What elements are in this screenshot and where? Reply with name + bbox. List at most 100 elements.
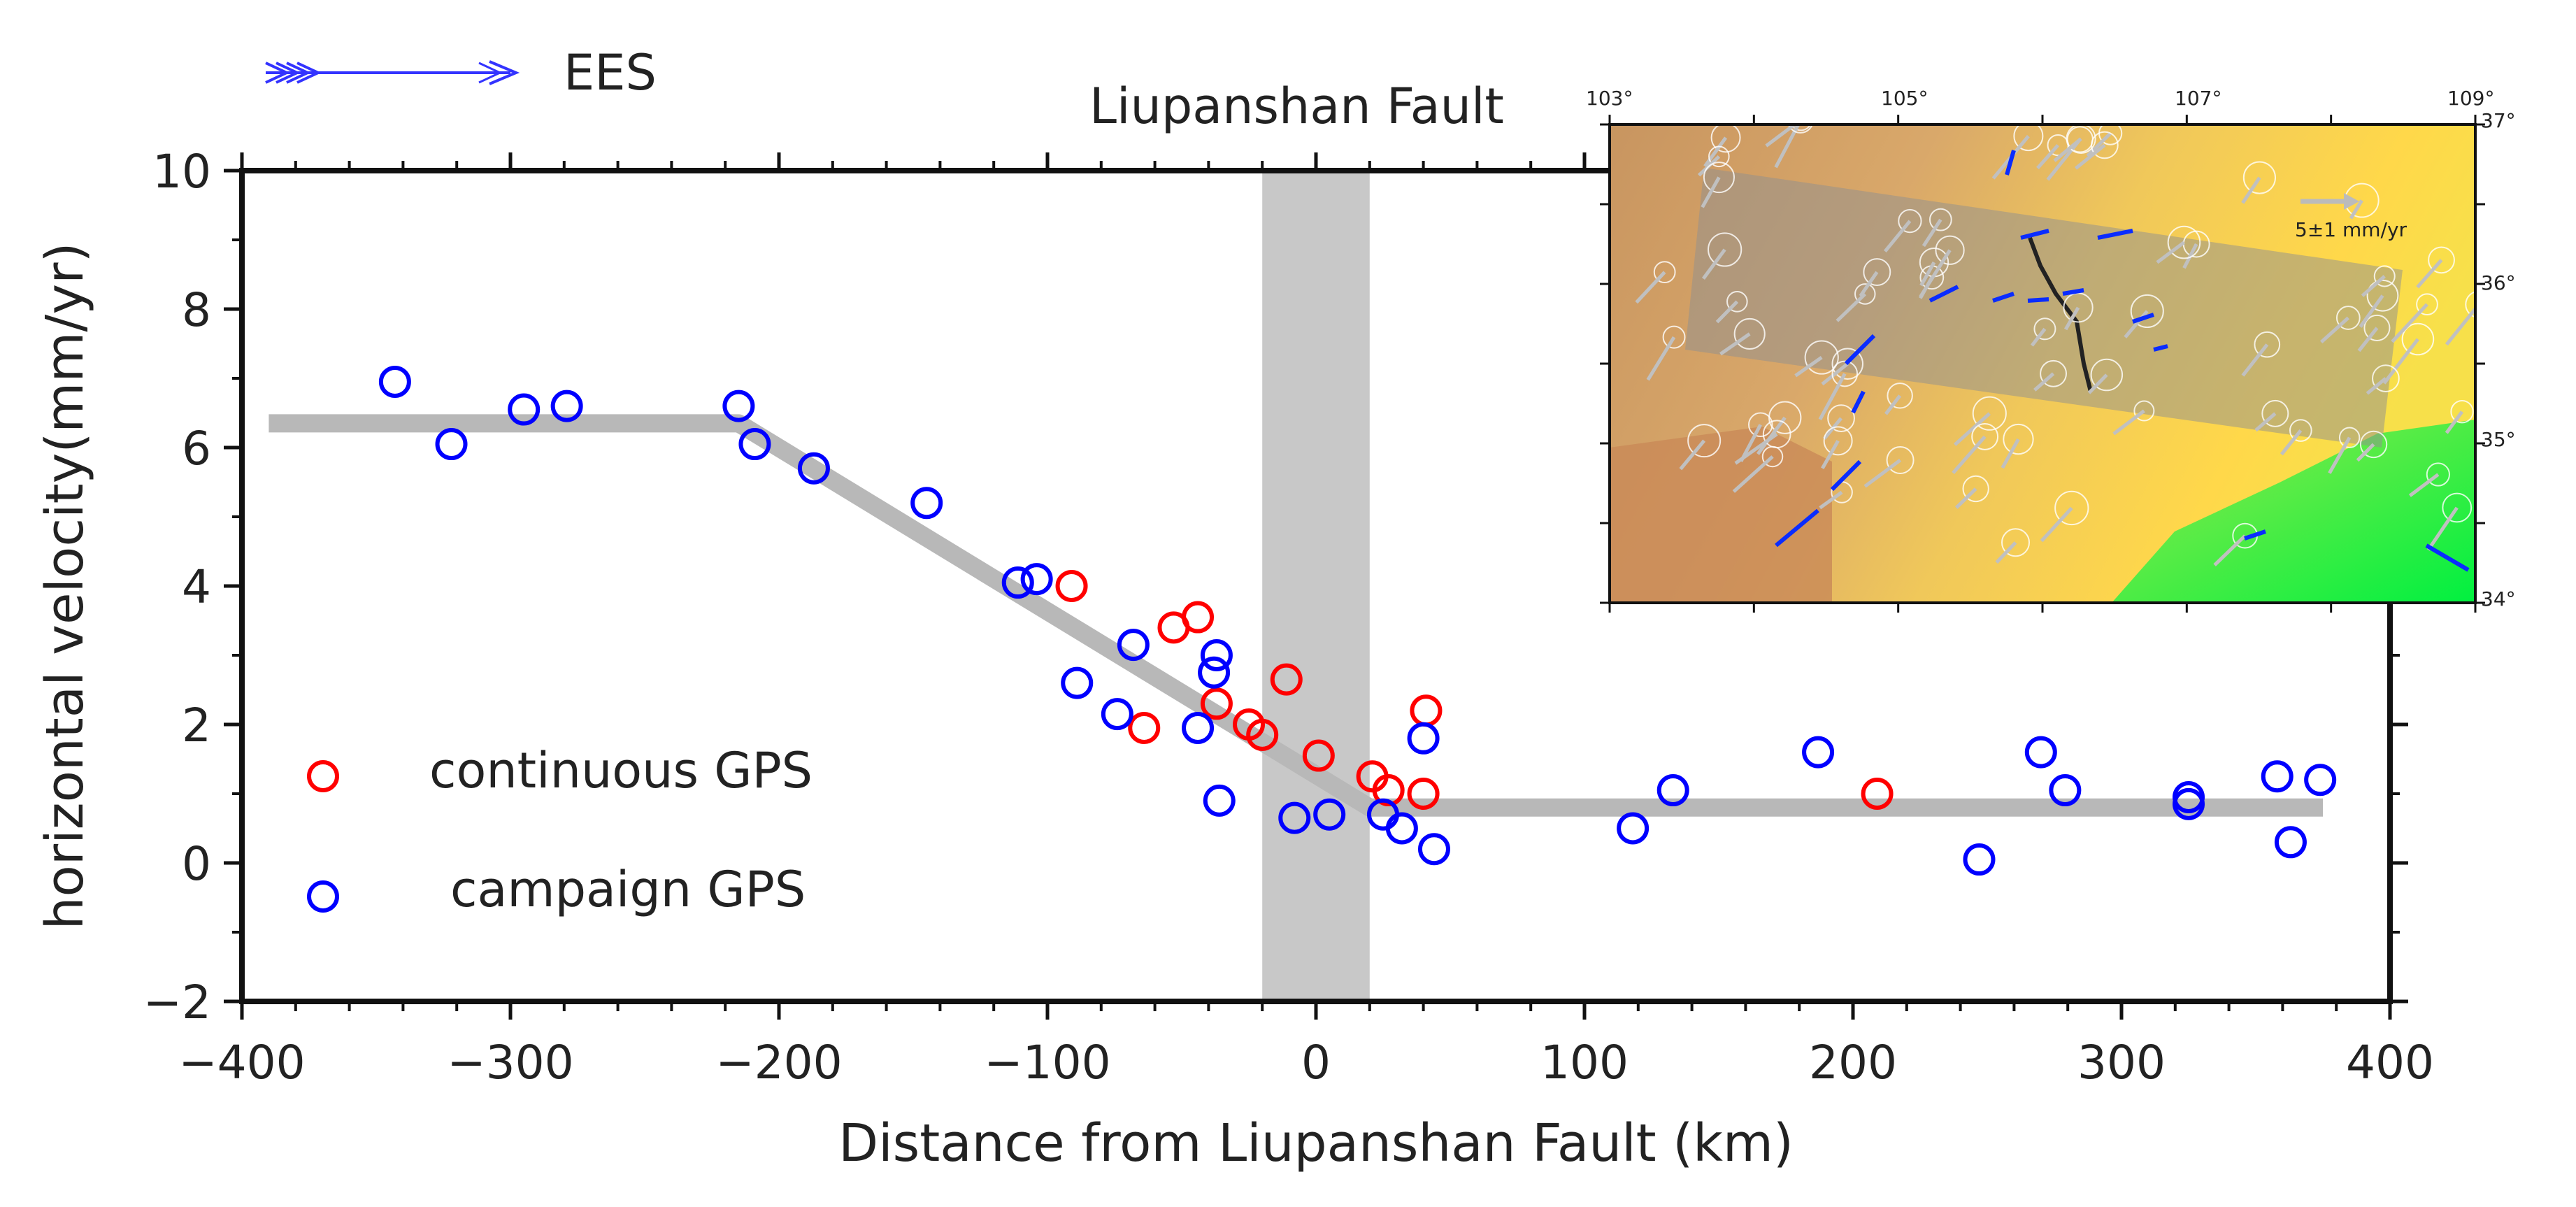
y-tick-labels: −2 0 2 4 6 8 10 — [143, 145, 211, 1029]
inset-map: 5±1 mm/yr 103° 105° 107° 109° 37° 36° 35… — [1586, 87, 2516, 613]
inset-vector-campaign — [1739, 424, 1762, 462]
x-tick-label: 100 — [1540, 1036, 1629, 1090]
campaign-gps-point-18 — [1313, 798, 1346, 831]
y-tick-label: 6 — [182, 422, 211, 476]
inset-vector-campaign — [2241, 176, 2261, 204]
inset-vector-campaign — [2053, 137, 2082, 162]
inset-error-ellipse — [2254, 331, 2281, 358]
inset-error-ellipse — [2416, 293, 2438, 316]
inset-vector-campaign — [2280, 429, 2303, 456]
inset-error-ellipse — [2133, 400, 2155, 422]
inset-lon-tick-107: 107° — [2175, 87, 2221, 110]
inset-vector-campaign — [2074, 143, 2106, 170]
inset-vector-campaign — [1818, 373, 1847, 421]
inset-error-ellipse — [2167, 225, 2201, 259]
inset-error-ellipse — [2033, 317, 2056, 341]
inset-error-ellipse — [2054, 490, 2089, 526]
inset-error-ellipse — [2066, 124, 2096, 154]
inset-vector-campaign — [1703, 136, 1728, 168]
inset-vector-campaign — [2124, 310, 2149, 338]
inset-vector-continuous — [1844, 334, 1876, 366]
continuous-gps-point-5 — [1246, 718, 1279, 751]
inset-error-ellipse — [1887, 383, 1913, 409]
x-tick-label: 300 — [2077, 1036, 2166, 1090]
inset-vector-campaign — [1701, 176, 1721, 208]
inset-vector-campaign — [1794, 355, 1823, 378]
x-tick-label: 200 — [1809, 1036, 1897, 1090]
legend-marker-continuous — [307, 760, 339, 792]
inset-vector-continuous — [2005, 150, 2016, 176]
inset-vector-campaign — [2040, 506, 2073, 543]
inset-vector-campaign — [1995, 541, 2017, 564]
y-axis-label: horizontal velocity(mm/yr) — [35, 243, 95, 930]
campaign-gps-point-20 — [1385, 812, 1418, 845]
campaign-gps-point-7 — [910, 487, 943, 520]
campaign-gps-point-11 — [1101, 698, 1133, 731]
campaign-gps-point-32 — [2274, 826, 2307, 859]
inset-vector-campaign — [1863, 459, 1902, 488]
inset-vector-campaign — [2445, 306, 2475, 346]
inset-vector-campaign — [1821, 362, 1849, 386]
inset-error-ellipse — [1733, 317, 1766, 350]
x-tick-label: −300 — [447, 1036, 573, 1090]
inset-vector-campaign — [2356, 443, 2375, 462]
inset-vector-campaign — [2382, 338, 2419, 385]
model-velocity-line — [269, 414, 2323, 817]
continuous-gps-point-6 — [1128, 711, 1161, 744]
continuous-gps-point-13 — [1861, 778, 1894, 810]
inset-vector-campaign — [2241, 343, 2269, 377]
inset-vector-continuous — [1929, 285, 1959, 303]
x-tick-label: −100 — [984, 1036, 1110, 1090]
campaign-gps-point-3 — [550, 390, 583, 422]
inset-error-ellipse — [1929, 208, 1952, 231]
campaign-gps-point-13 — [1182, 711, 1215, 744]
y-tick-label: 4 — [182, 560, 211, 614]
inset-vector-campaign — [2328, 436, 2352, 474]
campaign-gps-point-27 — [2024, 736, 2057, 769]
campaign-gps-point-1 — [435, 428, 468, 461]
inset-vector-campaign — [1715, 300, 1739, 324]
campaign-gps-point-22 — [1417, 833, 1450, 866]
y-tick-label: 8 — [182, 283, 211, 337]
inset-error-ellipse — [1710, 124, 1741, 153]
inset-lat-tick-37: 37° — [2481, 109, 2516, 132]
inset-error-ellipse — [2040, 359, 2067, 387]
continuous-gps-point-7 — [1270, 663, 1303, 696]
inset-vector-campaign — [1883, 220, 1912, 253]
continuous-gps-series — [1055, 570, 1894, 810]
inset-vector-continuous — [2425, 543, 2470, 572]
campaign-gps-point-26 — [1963, 843, 1996, 876]
inset-vector-campaign — [1955, 487, 1977, 509]
inset-error-ellipse — [2130, 294, 2164, 328]
inset-error-ellipse — [2366, 279, 2399, 312]
inset-error-ellipse — [1804, 340, 1839, 375]
campaign-gps-point-28 — [2049, 774, 2082, 807]
inset-error-ellipse — [2003, 423, 2034, 455]
inset-vector-campaign — [1922, 218, 1942, 248]
inset-error-ellipse — [2428, 246, 2455, 274]
inset-map-profile-box — [1685, 168, 2403, 448]
inset-error-ellipse — [1662, 325, 1686, 349]
campaign-gps-point-6 — [797, 452, 830, 485]
inset-vector-campaign — [2366, 377, 2387, 395]
inset-error-ellipse — [2442, 492, 2473, 523]
inset-error-ellipse — [1827, 404, 1855, 432]
inset-vector-campaign — [2112, 409, 2145, 436]
inset-vector-campaign — [1719, 332, 1751, 356]
x-axis-label: Distance from Liupanshan Fault (km) — [838, 1113, 1794, 1173]
inset-error-ellipse — [2359, 430, 2388, 459]
inset-error-ellipse — [1687, 424, 1722, 458]
inset-vector-continuous — [2244, 529, 2266, 541]
inset-error-ellipse — [1972, 396, 2007, 431]
continuous-gps-point-2 — [1182, 601, 1215, 634]
inset-vector-campaign — [1919, 249, 1952, 298]
inset-error-ellipse — [2242, 161, 2276, 194]
inset-vector-campaign — [1646, 336, 1676, 381]
campaign-gps-point-8 — [1001, 566, 1034, 599]
inset-error-ellipse — [2091, 131, 2119, 159]
inset-vector-continuous — [1830, 459, 1862, 492]
inset-error-ellipse — [2465, 291, 2475, 318]
inset-error-ellipse — [1971, 422, 1999, 450]
x-tick-label: −200 — [715, 1036, 842, 1090]
